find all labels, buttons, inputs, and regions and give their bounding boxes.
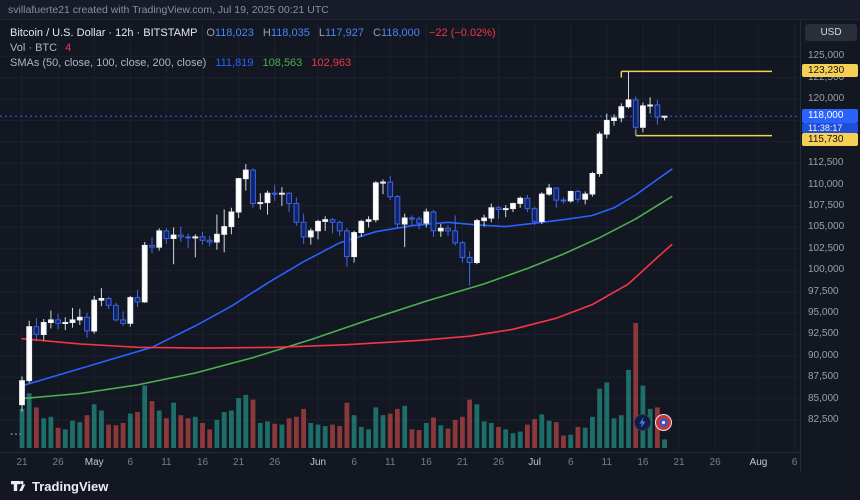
- time-tick-label: 26: [709, 457, 721, 468]
- open-label: O: [206, 27, 215, 39]
- time-tick-month-label: Jul: [528, 457, 541, 468]
- legend-symbol-row[interactable]: Bitcoin / U.S. Dollar · 12h · BITSTAMP O…: [10, 26, 496, 40]
- symbol-title: Bitcoin / U.S. Dollar · 12h · BITSTAMP: [10, 27, 198, 39]
- footer-bar: TradingView: [0, 472, 860, 500]
- price-tick-label: 110,000: [808, 178, 844, 190]
- low-label: L: [318, 27, 325, 39]
- sma200-value: 102,963: [311, 57, 352, 69]
- time-tick-label: 26: [492, 457, 505, 468]
- time-tick-label: 16: [196, 457, 209, 468]
- range-low-price-label: 115,730: [802, 132, 858, 146]
- time-tick-label: 6: [127, 457, 134, 468]
- time-tick-label: 11: [161, 457, 172, 468]
- price-tick-label: 92,500: [808, 328, 839, 340]
- sticker-lightning-icon[interactable]: [634, 414, 651, 431]
- price-tick-label: 82,500: [808, 414, 839, 426]
- time-tick-label: 16: [420, 457, 432, 468]
- legend-overflow-button[interactable]: ...: [10, 424, 24, 438]
- change-value: −22 (−0.02%): [428, 27, 496, 39]
- high-label: H: [262, 27, 271, 39]
- price-tick-label: 125,000: [808, 50, 845, 62]
- candlestick-chart[interactable]: [0, 20, 800, 452]
- price-tick-label: 107,500: [808, 200, 845, 212]
- price-tick-label: 112,500: [808, 157, 844, 169]
- chart-legend: Bitcoin / U.S. Dollar · 12h · BITSTAMP O…: [10, 26, 496, 71]
- low-value: 117,927: [325, 27, 364, 39]
- price-tick-label: 102,500: [808, 242, 845, 254]
- price-tick-label: 90,000: [808, 349, 839, 361]
- attribution-text: svillafuerte21 created with TradingView.…: [8, 3, 329, 16]
- chart-stickers: [634, 414, 672, 431]
- open-value: 118,023: [214, 27, 254, 39]
- tradingview-logo-text[interactable]: TradingView: [32, 478, 109, 494]
- currency-toggle-button[interactable]: USD: [805, 24, 857, 41]
- current-price-label: 118,000: [802, 109, 858, 124]
- price-tick-label: 100,000: [808, 264, 845, 276]
- price-tick-label: 120,000: [808, 93, 845, 105]
- time-tick-label: 16: [637, 457, 649, 468]
- time-tick-month-label: May: [84, 457, 104, 468]
- time-tick-label: 11: [385, 457, 396, 468]
- time-tick-label: 21: [16, 457, 28, 468]
- sma100-value: 108,563: [262, 57, 303, 69]
- time-tick-month-label: Aug: [749, 457, 768, 468]
- attribution-bar: svillafuerte21 created with TradingView.…: [0, 0, 860, 20]
- time-tick-label: 26: [269, 457, 281, 468]
- sticker-disc-icon[interactable]: [655, 414, 672, 431]
- price-tick-label: 85,000: [808, 392, 839, 404]
- close-label: C: [373, 27, 381, 39]
- time-tick-label: 11: [601, 457, 612, 468]
- chart-layers: [0, 22, 800, 450]
- bar-countdown-label: 11:38:17: [802, 123, 858, 134]
- time-tick-label: 21: [456, 457, 468, 468]
- time-tick-month-label: Jun: [309, 457, 327, 468]
- sma-label: SMAs (50, close, 100, close, 200, close): [10, 57, 207, 69]
- price-tick-label: 97,500: [808, 285, 839, 297]
- chart-region: Bitcoin / U.S. Dollar · 12h · BITSTAMP O…: [0, 20, 800, 452]
- price-axis[interactable]: USD 123,230 118,000 11:38:17 115,730 125…: [800, 20, 860, 472]
- time-tick-label: 6: [567, 457, 574, 468]
- high-value: 118,035: [270, 27, 310, 39]
- time-axis[interactable]: 21 26 May 6 11 16 21 26 Jun 6 11 16 21 26 Jul 6 11 16 21 26…: [0, 452, 800, 473]
- close-value: 118,000: [380, 27, 420, 39]
- sma50-value: 111,819: [215, 57, 254, 69]
- price-tick-label: 95,000: [808, 307, 839, 319]
- tradingview-logo-icon[interactable]: [10, 478, 26, 494]
- time-tick-label: 6: [791, 457, 798, 468]
- price-tick-label: 105,000: [808, 221, 845, 233]
- time-tick-label: 6: [351, 457, 357, 468]
- volume-value: 4: [65, 42, 72, 54]
- legend-sma-row[interactable]: SMAs (50, close, 100, close, 200, close)…: [10, 56, 496, 70]
- time-tick-label: 26: [52, 457, 64, 468]
- volume-label: Vol · BTC: [10, 42, 58, 54]
- time-tick-label: 21: [233, 457, 245, 468]
- price-tick-label: 122,500: [808, 71, 845, 83]
- range-high-price-label: 123,230: [802, 64, 858, 78]
- legend-volume-row[interactable]: Vol · BTC 4: [10, 41, 496, 55]
- price-tick-label: 87,500: [808, 371, 839, 383]
- time-tick-label: 21: [673, 457, 685, 468]
